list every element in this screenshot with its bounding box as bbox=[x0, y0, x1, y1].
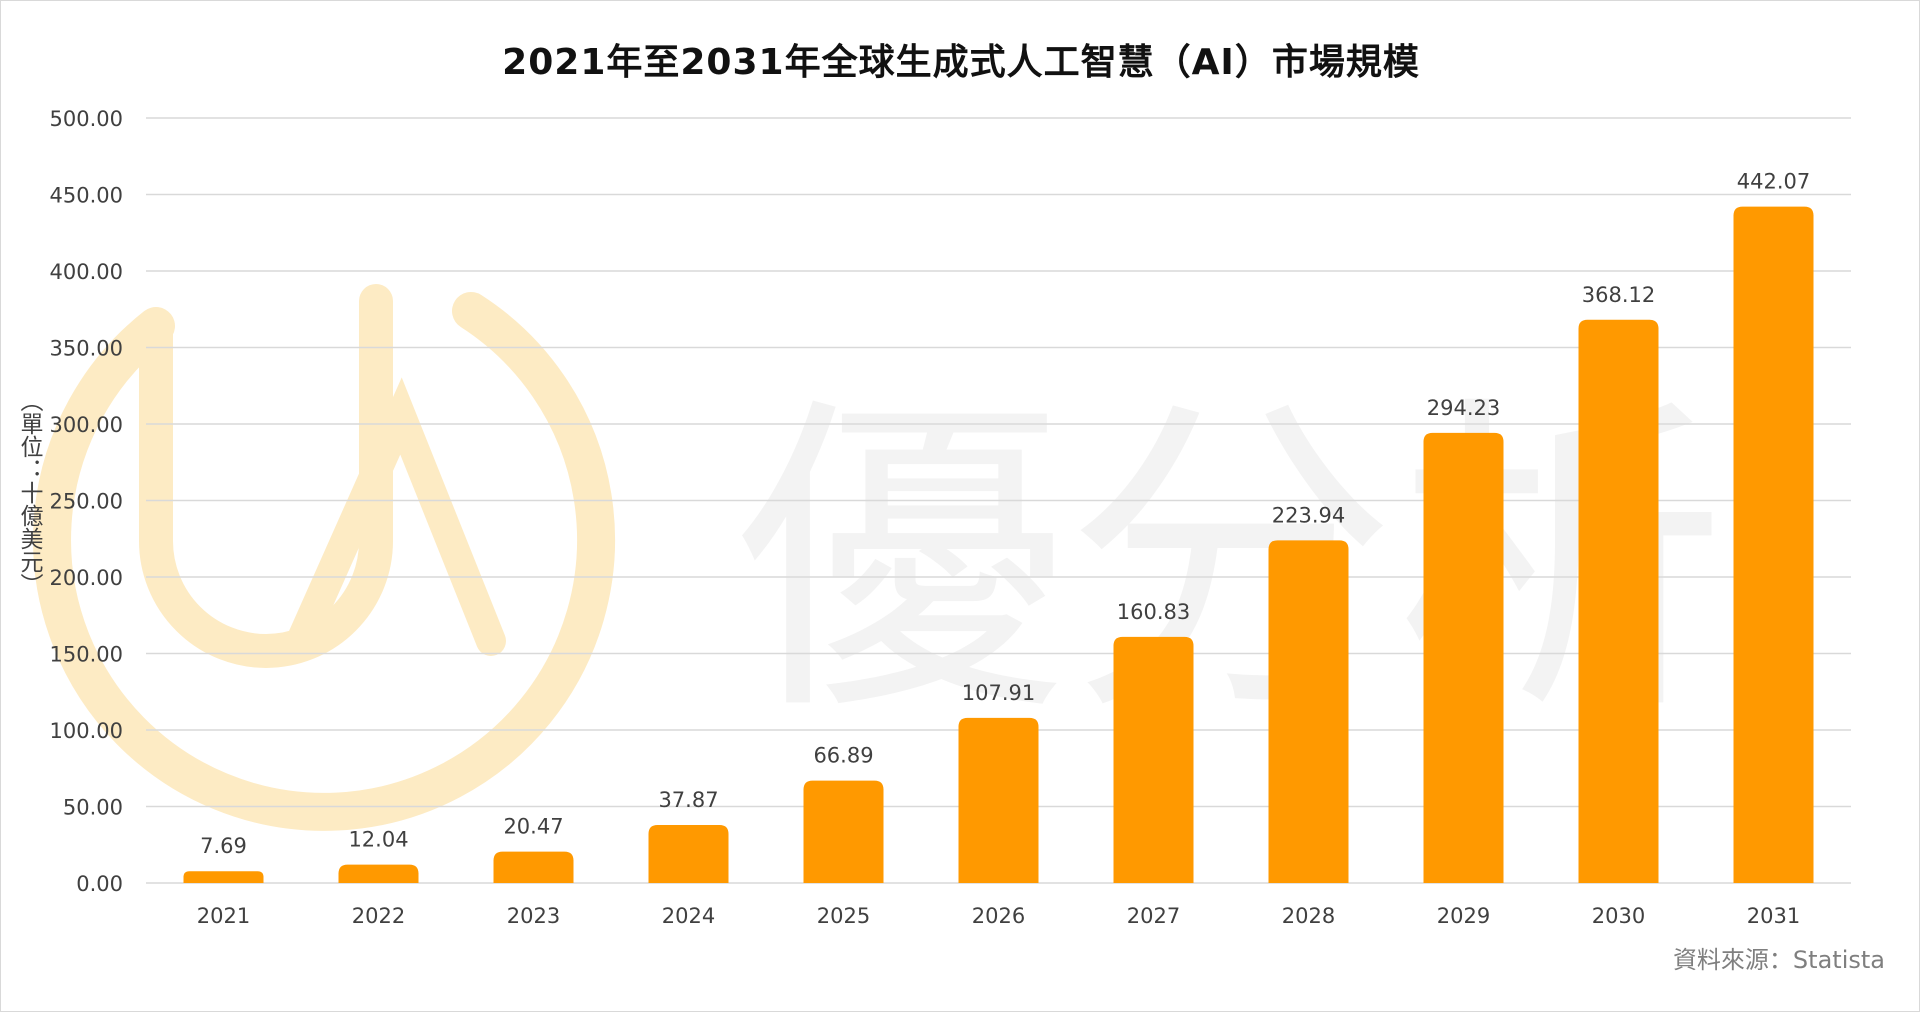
data-label: 368.12 bbox=[1582, 283, 1655, 307]
x-tick-label: 2029 bbox=[1437, 904, 1490, 928]
y-tick-label: 150.00 bbox=[50, 643, 123, 667]
x-tick-label: 2021 bbox=[197, 904, 250, 928]
bar-2023 bbox=[493, 851, 574, 883]
bar-2025 bbox=[803, 780, 884, 883]
x-tick-label: 2027 bbox=[1127, 904, 1180, 928]
x-tick-label: 2030 bbox=[1592, 904, 1645, 928]
x-tick-label: 2028 bbox=[1282, 904, 1335, 928]
x-tick-label: 2025 bbox=[817, 904, 870, 928]
y-tick-label: 250.00 bbox=[50, 490, 123, 514]
y-tick-label: 500.00 bbox=[50, 107, 123, 131]
data-label: 66.89 bbox=[813, 744, 873, 768]
bar-2028 bbox=[1268, 540, 1349, 883]
gridlines bbox=[146, 117, 1851, 884]
data-label: 294.23 bbox=[1427, 396, 1500, 420]
y-axis-ticks: 0.00 50.00 100.00 150.00 200.00 250.00 300.00 3… bbox=[50, 107, 123, 896]
bar-2024 bbox=[648, 825, 729, 883]
y-axis-label: （單位：十億美元） bbox=[16, 389, 42, 596]
chart-title: 2021年至2031年全球生成式人工智慧（AI）市場規模 bbox=[502, 42, 1420, 83]
bar-2030 bbox=[1578, 319, 1659, 884]
y-tick-label: 300.00 bbox=[50, 413, 123, 437]
bar-2031 bbox=[1733, 206, 1814, 883]
x-tick-label: 2026 bbox=[972, 904, 1025, 928]
data-label: 7.69 bbox=[200, 834, 247, 858]
data-label: 20.47 bbox=[503, 815, 563, 839]
x-tick-label: 2031 bbox=[1747, 904, 1800, 928]
y-tick-label: 100.00 bbox=[50, 719, 123, 743]
source-note: 資料來源：Statista bbox=[1672, 946, 1885, 974]
bar-2027 bbox=[1113, 636, 1194, 883]
y-tick-label: 350.00 bbox=[50, 337, 123, 361]
x-axis-ticks: 2021 2022 2023 2024 2025 2026 2027 2028 2029 2030… bbox=[197, 904, 1800, 928]
data-label: 223.94 bbox=[1272, 503, 1345, 527]
data-label: 442.07 bbox=[1737, 170, 1810, 194]
data-label: 12.04 bbox=[348, 828, 408, 852]
bar-2029 bbox=[1423, 432, 1504, 883]
y-tick-label: 0.00 bbox=[76, 872, 123, 896]
data-label: 37.87 bbox=[658, 788, 718, 812]
x-tick-label: 2023 bbox=[507, 904, 560, 928]
x-tick-label: 2022 bbox=[352, 904, 405, 928]
bar-2022 bbox=[338, 864, 419, 883]
bars bbox=[183, 206, 1814, 884]
y-tick-label: 400.00 bbox=[50, 260, 123, 284]
y-tick-label: 50.00 bbox=[63, 796, 123, 820]
x-tick-label: 2024 bbox=[662, 904, 715, 928]
data-labels: 7.69 12.04 20.47 37.87 66.89 107.91 160.83 223.… bbox=[200, 170, 1810, 859]
data-label: 160.83 bbox=[1117, 600, 1190, 624]
bar-2021 bbox=[183, 871, 264, 883]
y-tick-label: 200.00 bbox=[50, 566, 123, 590]
bar-2026 bbox=[958, 717, 1039, 883]
y-tick-label: 450.00 bbox=[50, 184, 123, 208]
data-label: 107.91 bbox=[962, 681, 1035, 705]
